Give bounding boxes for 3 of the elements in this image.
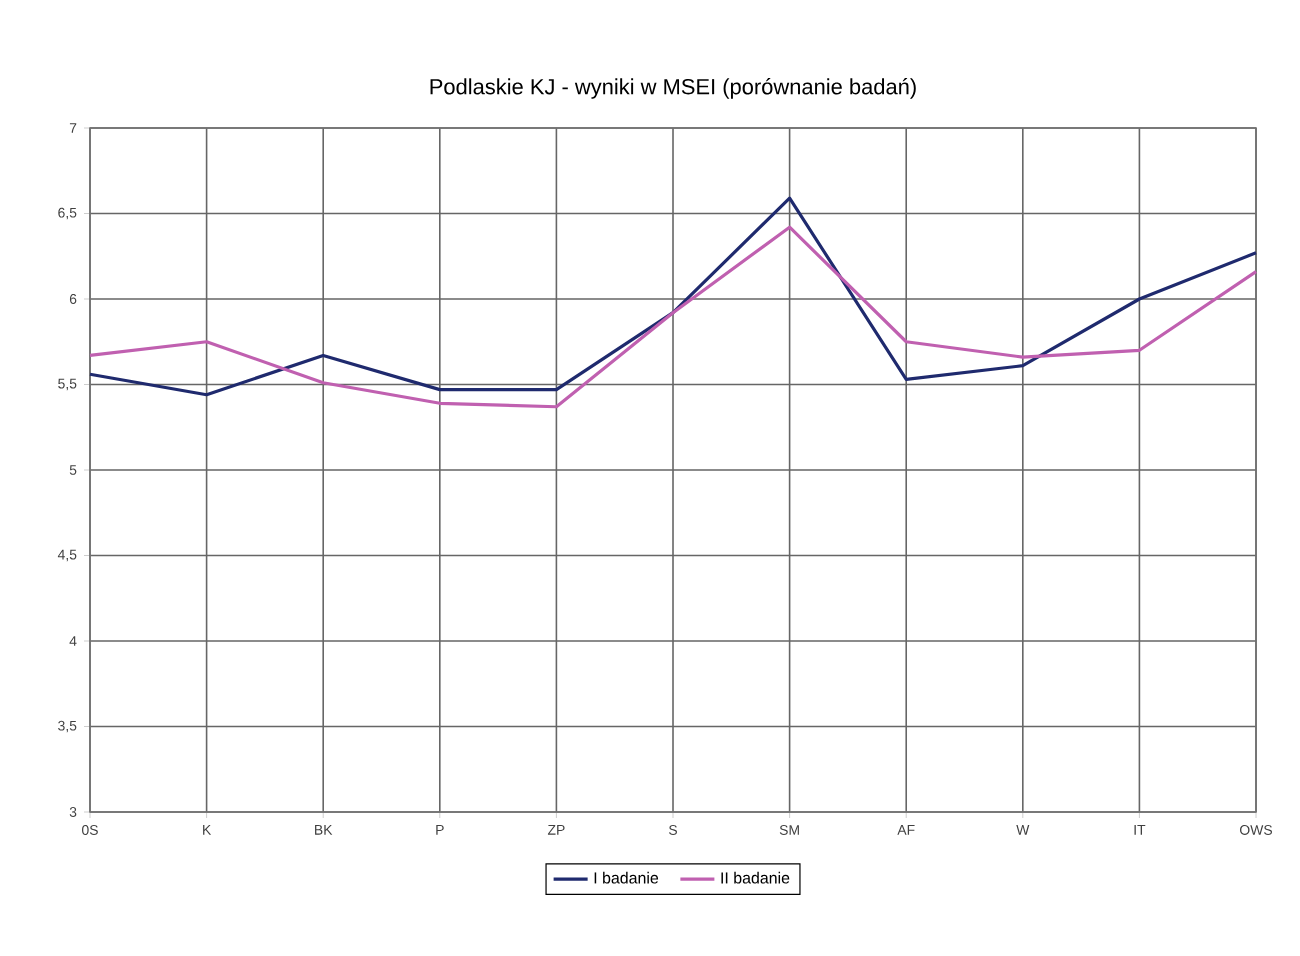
chart-title: Podlaskie KJ - wyniki w MSEI (porównanie badań) [430, 78, 916, 99]
line-series [88, 225, 1258, 409]
line-series [88, 196, 1258, 397]
